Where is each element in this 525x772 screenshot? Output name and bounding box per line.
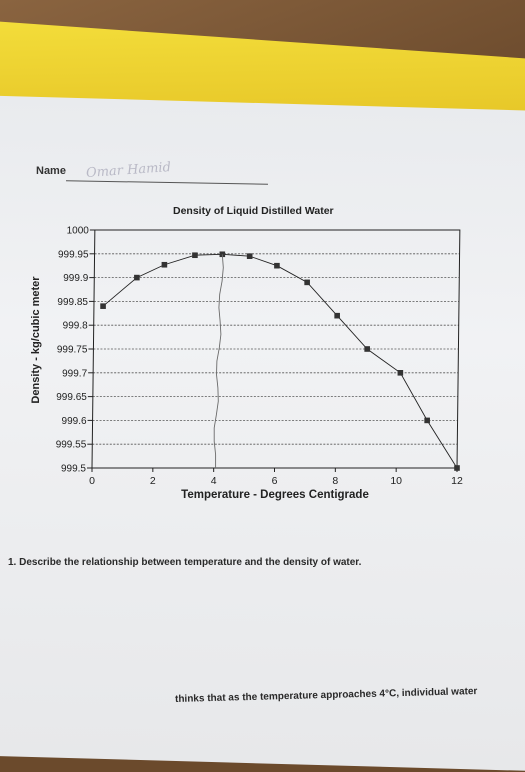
- data-point: [192, 252, 198, 259]
- y-tick-label: 999.9: [63, 273, 88, 284]
- y-tick-labels: 999.5 999.55 999.6 999.65 999.7 999.75 999.8 99…: [56, 226, 90, 475]
- y-tick-label: 999.7: [62, 368, 87, 379]
- x-tick-label: 8: [332, 475, 338, 487]
- x-tick-label: 0: [89, 475, 95, 487]
- y-tick-label: 999.85: [57, 297, 88, 308]
- y-tick-label: 999.65: [56, 392, 87, 403]
- y-tick-label: 1000: [67, 226, 90, 237]
- data-point: [100, 303, 106, 309]
- data-point: [424, 417, 430, 424]
- y-tick-label: 999.6: [62, 416, 87, 427]
- chart-title: Density of Liquid Distilled Water: [173, 205, 334, 217]
- x-tick-label: 4: [211, 475, 217, 487]
- data-point: [304, 279, 310, 286]
- x-tick-label: 6: [272, 475, 278, 487]
- data-point: [334, 312, 340, 319]
- hand-drawn-line: [213, 254, 224, 468]
- x-tick-labels: 0 2 4 6 8 10 12: [89, 475, 463, 487]
- data-point: [454, 465, 460, 471]
- y-tick-label: 999.75: [57, 345, 88, 356]
- data-point: [274, 262, 280, 269]
- x-tick-label: 12: [451, 475, 463, 487]
- y-tick-label: 999.5: [61, 464, 86, 475]
- name-label: Name: [36, 165, 66, 177]
- x-axis-label: Temperature - Degrees Centigrade: [181, 489, 369, 501]
- series-line: [102, 253, 458, 469]
- question-1: 1. Describe the relationship between tem…: [8, 557, 362, 568]
- y-axis-label: Density - kg/cubic meter: [30, 276, 42, 404]
- y-tick-label: 999.95: [58, 249, 89, 260]
- y-tick-label: 999.8: [63, 321, 88, 332]
- data-point: [134, 274, 140, 281]
- data-series: [100, 251, 460, 471]
- x-tick-label: 10: [390, 475, 402, 487]
- data-point: [219, 251, 226, 258]
- density-chart: 999.5 999.55 999.6 999.65 999.7 999.75 999.8 99…: [30, 226, 463, 502]
- y-tick-label: 999.55: [56, 440, 87, 451]
- data-point: [246, 253, 253, 259]
- data-point: [161, 261, 168, 268]
- data-point: [364, 346, 370, 352]
- axes: [87, 229, 461, 472]
- data-point: [397, 370, 404, 376]
- x-tick-label: 2: [150, 475, 156, 487]
